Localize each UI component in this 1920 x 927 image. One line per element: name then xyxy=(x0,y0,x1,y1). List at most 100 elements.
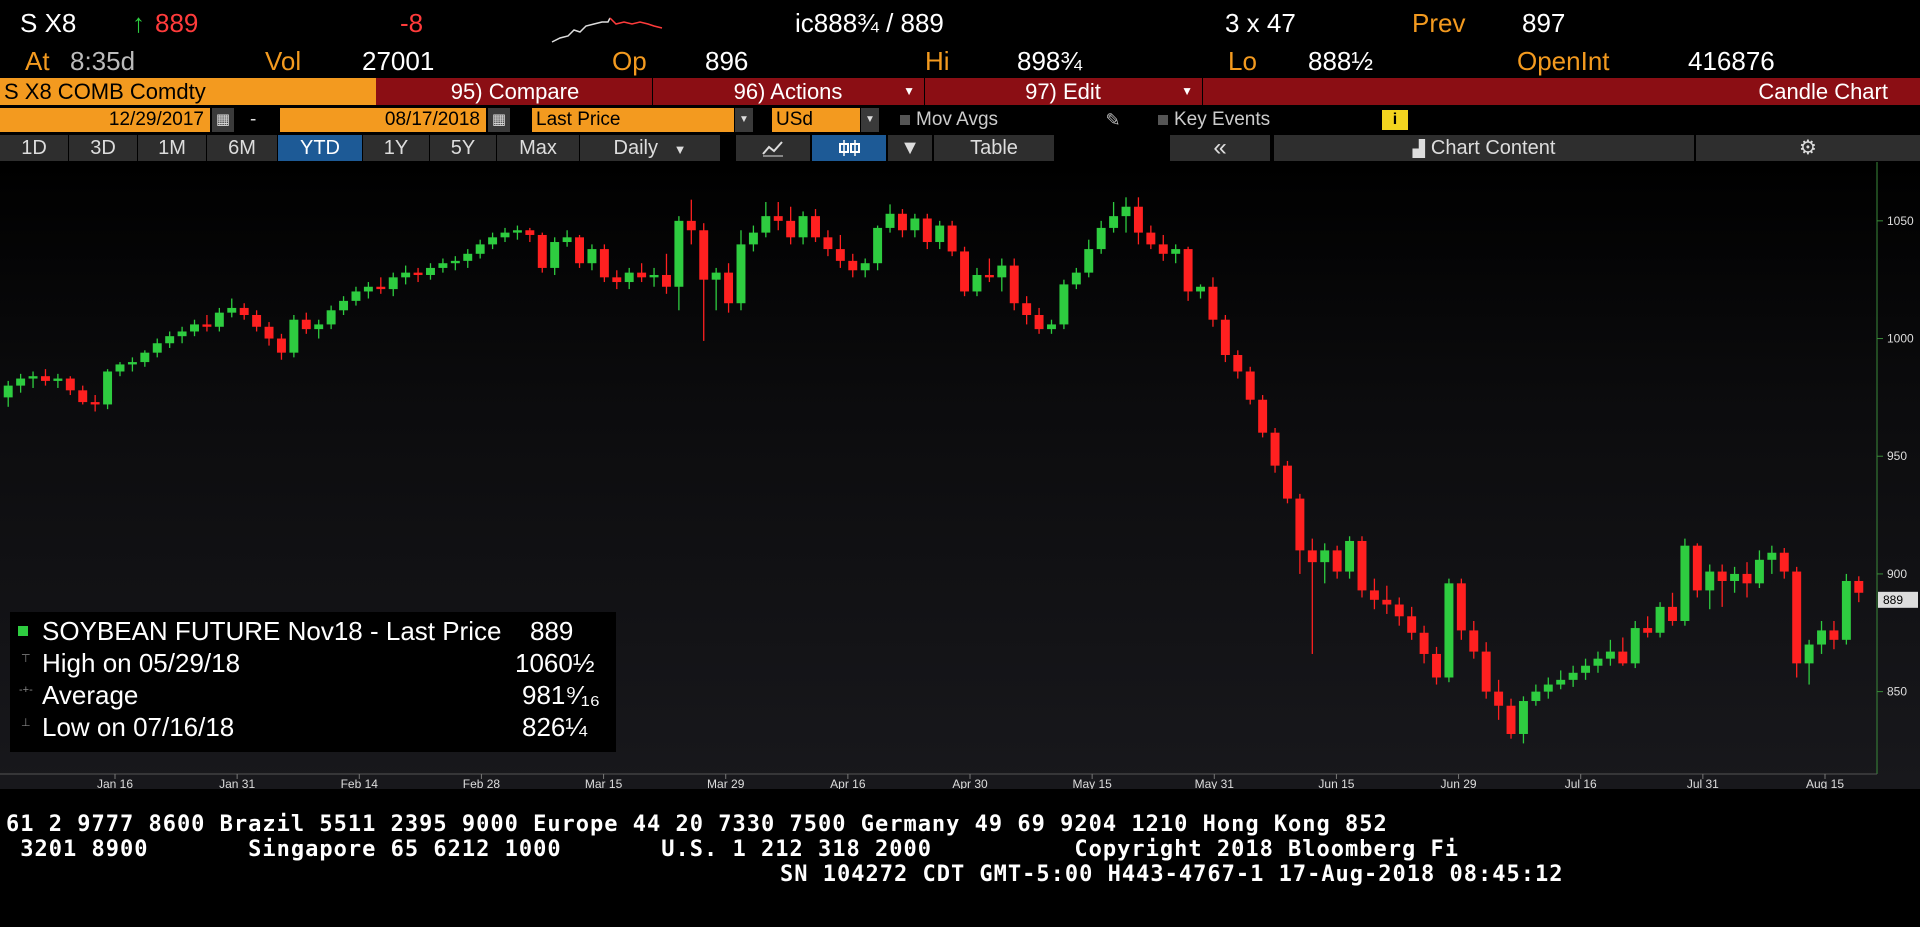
period-6m[interactable]: 6M xyxy=(207,135,278,161)
candle-body xyxy=(587,249,597,264)
candle-body xyxy=(1630,628,1640,664)
actions-button[interactable]: 96) Actions ▼ xyxy=(652,78,923,105)
candle-body xyxy=(1096,227,1106,250)
bid-ask: ic888¾ / 889 xyxy=(795,8,944,38)
candle-body xyxy=(512,230,522,233)
candle-body xyxy=(438,263,448,268)
frequency-label: Daily xyxy=(613,137,658,159)
period-1y[interactable]: 1Y xyxy=(363,135,430,161)
mov-avgs-toggle[interactable]: Mov Avgs xyxy=(900,108,998,132)
candle-body xyxy=(78,390,88,403)
chevron-down-icon[interactable]: ▼ xyxy=(888,135,932,161)
x-tick-label: May 31 xyxy=(1195,777,1235,789)
chart-content-button[interactable]: ▟ Chart Content xyxy=(1274,135,1694,161)
candle-body xyxy=(873,227,883,264)
candle-body xyxy=(177,331,187,337)
prev-value: 897 xyxy=(1522,8,1566,38)
candle-body xyxy=(140,352,150,363)
collapse-icon[interactable]: « xyxy=(1170,135,1270,161)
candle-body xyxy=(1829,630,1839,640)
frequency-select[interactable]: Daily ▼ xyxy=(580,135,721,161)
candle-body xyxy=(1506,705,1516,734)
compare-button[interactable]: 95) Compare xyxy=(450,79,580,104)
info-icon[interactable]: i xyxy=(1382,110,1408,130)
field-select[interactable]: Last Price xyxy=(532,108,734,132)
line-chart-icon[interactable] xyxy=(736,135,810,161)
period-ytd[interactable]: YTD xyxy=(278,135,363,161)
chevron-down-icon: ▼ xyxy=(903,84,915,98)
candle-body xyxy=(1841,580,1851,640)
chevron-down-icon[interactable]: ▼ xyxy=(735,108,753,132)
candle-body xyxy=(426,267,435,275)
edit-button[interactable]: 97) Edit ▼ xyxy=(924,78,1201,105)
candle-body xyxy=(649,274,659,278)
candle-body xyxy=(1158,244,1168,254)
candle-body xyxy=(1047,324,1056,330)
candle-body xyxy=(984,274,994,278)
candle-body xyxy=(202,324,212,327)
candle-body xyxy=(165,336,175,344)
x-tick-label: Jan 31 xyxy=(219,777,255,789)
candle-body xyxy=(28,376,38,379)
calendar-icon[interactable]: ▦ xyxy=(488,108,510,132)
pencil-icon[interactable]: ✎ xyxy=(1105,110,1121,130)
candle-body xyxy=(575,237,585,264)
vol-value: 27001 xyxy=(362,46,435,76)
candle-body xyxy=(1220,319,1230,356)
candle-body xyxy=(463,253,473,261)
x-tick-label: Feb 14 xyxy=(341,777,379,789)
table-button[interactable]: Table xyxy=(934,135,1054,161)
candle-body xyxy=(1730,573,1740,581)
candlestick-chart[interactable]: 850 900 950 1000 1050 889 Jan 16 Jan 31 Feb 14 Fe… xyxy=(0,162,1920,789)
y-tick-label: 1050 xyxy=(1887,214,1914,228)
end-date-input[interactable]: 08/17/2018 xyxy=(280,108,486,132)
period-bar: 1D 3D 1M 6M YTD 1Y 5Y Max Daily ▼ ▼ Tabl… xyxy=(0,135,1920,161)
high-value: 898¾ xyxy=(1017,46,1083,76)
candle-body xyxy=(376,286,386,290)
candle-body xyxy=(1196,286,1206,292)
calendar-icon[interactable]: ▦ xyxy=(212,108,234,132)
candle-body xyxy=(550,242,560,268)
candle-body xyxy=(1295,498,1305,551)
period-1m[interactable]: 1M xyxy=(138,135,207,161)
currency-select[interactable]: USd xyxy=(772,108,860,132)
gear-icon[interactable]: ⚙ xyxy=(1696,135,1920,161)
candle-body xyxy=(823,237,833,250)
candle-body xyxy=(699,230,709,280)
period-5y[interactable]: 5Y xyxy=(430,135,497,161)
x-tick-label: Feb 28 xyxy=(463,777,501,789)
candle-body xyxy=(1469,630,1479,652)
key-events-toggle[interactable]: Key Events xyxy=(1158,108,1270,132)
candle-body xyxy=(997,265,1007,278)
candle-body xyxy=(1854,580,1864,593)
legend-high-value: 1060½ xyxy=(515,648,595,678)
candle-body xyxy=(1171,249,1181,254)
low-label: Lo xyxy=(1228,46,1257,76)
command-bar: S X8 COMB Comdty 95) Compare 96) Actions… xyxy=(0,78,1920,105)
period-3d[interactable]: 3D xyxy=(69,135,138,161)
low-marker-icon: ⊥ xyxy=(21,717,31,729)
candle-body xyxy=(1357,540,1367,591)
period-max[interactable]: Max xyxy=(497,135,580,161)
chart-legend: SOYBEAN FUTURE Nov18 - Last Price 889 ⊤ … xyxy=(10,612,616,752)
series-swatch xyxy=(18,626,28,636)
chevron-down-icon[interactable]: ▼ xyxy=(861,108,879,132)
candle-body xyxy=(786,220,796,238)
open-label: Op xyxy=(612,46,647,76)
security-symbol: S X8 xyxy=(20,8,77,38)
candle-body xyxy=(1432,653,1441,678)
security-field[interactable]: S X8 COMB Comdty xyxy=(0,78,376,105)
candle-body xyxy=(264,326,274,339)
chart-type-title: Candle Chart xyxy=(1202,78,1920,105)
vol-label: Vol xyxy=(265,46,302,76)
legend-low-label: Low on 07/16/18 xyxy=(42,712,235,742)
legend-title-value: 889 xyxy=(530,616,574,646)
period-1d[interactable]: 1D xyxy=(0,135,69,161)
candle-chart-icon[interactable] xyxy=(812,135,886,161)
chart-area[interactable]: 850 900 950 1000 1050 889 Jan 16 Jan 31 Feb 14 Fe… xyxy=(0,162,1920,789)
openint-label: OpenInt xyxy=(1517,46,1610,76)
candle-body xyxy=(711,272,721,280)
candle-body xyxy=(1369,590,1379,600)
start-date-input[interactable]: 12/29/2017 xyxy=(0,108,210,132)
candle-body xyxy=(1270,432,1280,466)
